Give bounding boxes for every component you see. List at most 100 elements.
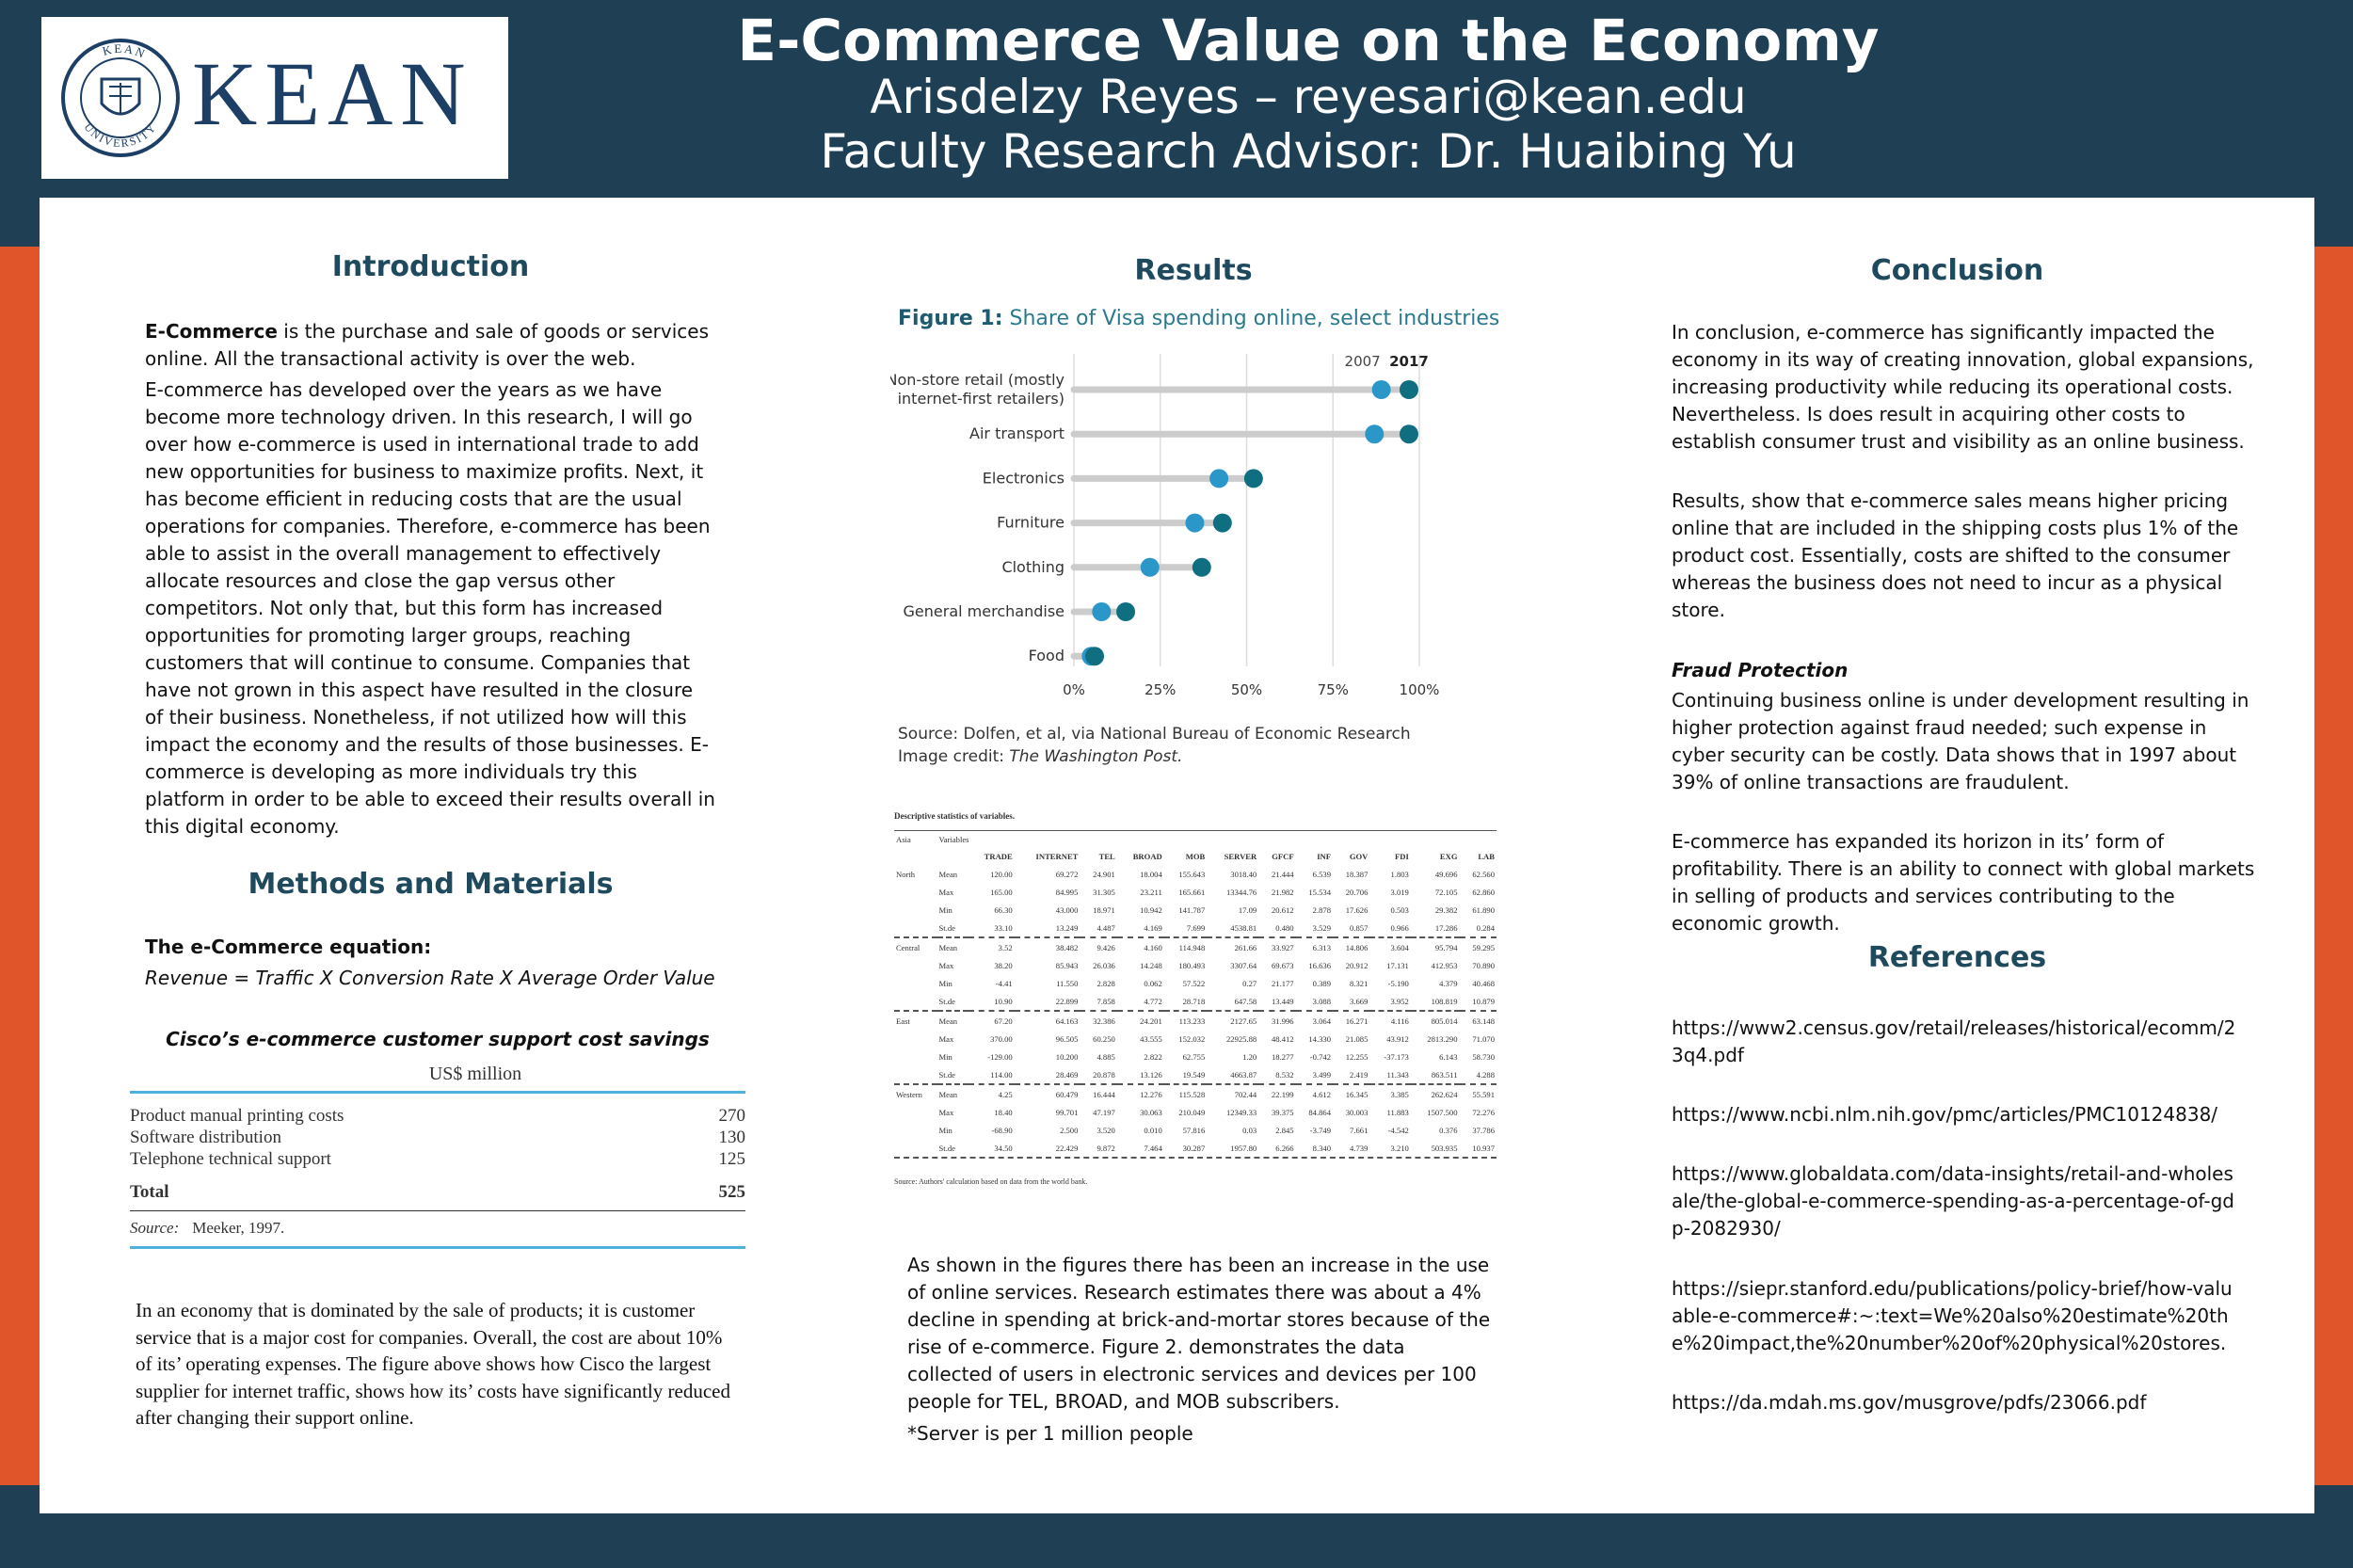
stat-cell: St.de [938,996,955,1006]
region-cell [894,1139,937,1157]
results-paragraph: As shown in the figures there has been a… [907,1254,1491,1413]
source-line: Source: Dolfen, et al, via National Bure… [898,725,1411,744]
value-cell: 4.169 [1144,922,1162,933]
conclusion-paragraph-1: In conclusion, e-commerce has significan… [1672,321,2254,453]
table-row: Max 38.20 85.943 26.036 14.248 180.493 3307.64… [894,956,1497,974]
value-cell: 1507.500 [1427,1107,1458,1117]
region-cell [894,974,937,992]
value-cell: 3307.64 [1230,960,1257,970]
value-cell: -3.749 [1309,1125,1331,1135]
row-value: 125 [718,1149,746,1169]
value-cell: 8.340 [1312,1143,1331,1153]
reference-item[interactable]: https://www2.census.gov/retail/releases/… [1672,1016,2236,1066]
value-cell: 62.860 [1472,887,1495,897]
value-cell: 21.085 [1345,1033,1369,1044]
total-value: 525 [718,1182,746,1202]
reference-item[interactable]: https://www.ncbi.nlm.nih.gov/pmc/article… [1672,1103,2218,1126]
value-cell: 14.330 [1308,1033,1331,1044]
value-cell: 10.937 [1472,1143,1495,1153]
value-cell: 16.636 [1308,960,1331,970]
value-cell: 0.03 [1242,1125,1257,1135]
column-header: GFCF [1272,852,1294,861]
credit-text: The Washington Post. [1009,747,1183,766]
region-cell: East [894,1010,937,1030]
row-value: 130 [718,1128,746,1147]
value-cell: 165.00 [990,887,1013,897]
content-panel [40,198,2314,1513]
reference-item[interactable]: https://www.globaldata.com/data-insights… [1672,1162,2234,1240]
value-cell: 9.426 [1080,936,1117,956]
column-header: GOV [1349,852,1369,861]
references-heading: References [1867,941,2047,974]
value-cell: 62.560 [1472,869,1495,879]
region-cell [894,1030,937,1048]
value-cell: 3.520 [1096,1125,1115,1135]
category-label: Food [1029,647,1064,664]
x-tick-label: 100% [1400,681,1440,698]
value-cell: 28.469 [1055,1069,1079,1080]
reference-item[interactable]: https://siepr.stanford.edu/publications/… [1672,1277,2233,1354]
value-cell: 6.143 [1439,1051,1458,1062]
cisco-source: Source: Meeker, 1997. [130,1217,745,1239]
value-cell: 0.27 [1242,978,1257,988]
value-cell: 4538.81 [1230,922,1257,933]
table-row: Max 18.40 99.701 47.197 30.063 210.049 12349.3… [894,1103,1497,1121]
value-cell: 3.088 [1312,996,1331,1006]
column-header: BROAD [1132,852,1162,861]
value-cell: 30.003 [1345,1107,1369,1117]
category-label: Air transport [969,424,1064,442]
value-cell: 20.878 [1093,1069,1115,1080]
table-row: Western Mean 4.25 60.479 16.444 12.276 115.528… [894,1083,1497,1103]
results-note: *Server is per 1 million people [907,1422,1193,1445]
value-cell: 60.250 [1093,1033,1115,1044]
table-row: Product manual printing costs 270 [130,1105,745,1127]
advisor-line: Faculty Research Advisor: Dr. Huaibing Y… [820,124,1797,179]
value-cell: 30.287 [1182,1143,1206,1153]
value-cell: 0.062 [1144,978,1162,988]
svg-text:UNIVERSITY: UNIVERSITY [82,120,160,150]
value-cell: 22.899 [1055,996,1079,1006]
figure-label: Figure 1: [898,307,1003,330]
value-cell: 114.948 [1163,936,1208,956]
value-cell: -5.190 [1387,978,1409,988]
value-cell: 3.669 [1350,996,1369,1006]
value-cell: 84.864 [1308,1107,1331,1117]
value-cell: 2.878 [1312,904,1331,915]
stat-cell: Max [938,887,954,897]
row-label: Software distribution [130,1128,281,1147]
category-label: Non-store retail (mostly [890,371,1064,389]
stat-cell: Min [938,1051,952,1062]
value-cell: 141.787 [1178,904,1206,915]
x-tick-label: 25% [1144,681,1176,698]
value-cell: 57.522 [1182,978,1206,988]
value-cell: 7.699 [1186,922,1206,933]
category-label: internet-first retailers) [898,390,1064,408]
value-cell: 20.706 [1345,887,1369,897]
reference-item[interactable]: https://da.mdah.ms.gov/musgrove/pdfs/230… [1672,1391,2147,1414]
value-cell: 6.266 [1275,1143,1294,1153]
value-cell: 22.199 [1258,1083,1296,1103]
value-cell: 84.995 [1055,887,1079,897]
value-cell: 262.624 [1410,1083,1460,1103]
value-cell: 10.90 [994,996,1013,1006]
stat-cell: St.de [938,922,955,933]
value-cell: 3018.40 [1230,869,1257,879]
cisco-table-title: Cisco’s e-commerce customer support cost… [166,1028,710,1050]
total-label: Total [130,1182,169,1202]
category-label: Electronics [983,469,1064,487]
stat-cell: Min [938,904,952,915]
equation: Revenue = Traffic X Conversion Rate X Av… [145,967,715,989]
value-cell: 2127.65 [1207,1010,1259,1030]
value-cell: 2.845 [1275,1125,1294,1135]
value-cell: 4663.87 [1230,1069,1257,1080]
region-cell [894,1048,937,1065]
point-2017 [1212,513,1232,533]
value-cell: 0.966 [1390,922,1409,933]
methods-heading: Methods and Materials [248,868,614,901]
conclusion-paragraph-3: Continuing business online is under deve… [1672,689,2249,793]
value-cell: 72.276 [1472,1107,1495,1117]
region-cell [894,992,937,1011]
introduction-paragraph-2: E-commerce has developed over the years … [145,378,715,838]
value-cell: 155.643 [1178,869,1206,879]
value-cell: 0.284 [1476,922,1495,933]
